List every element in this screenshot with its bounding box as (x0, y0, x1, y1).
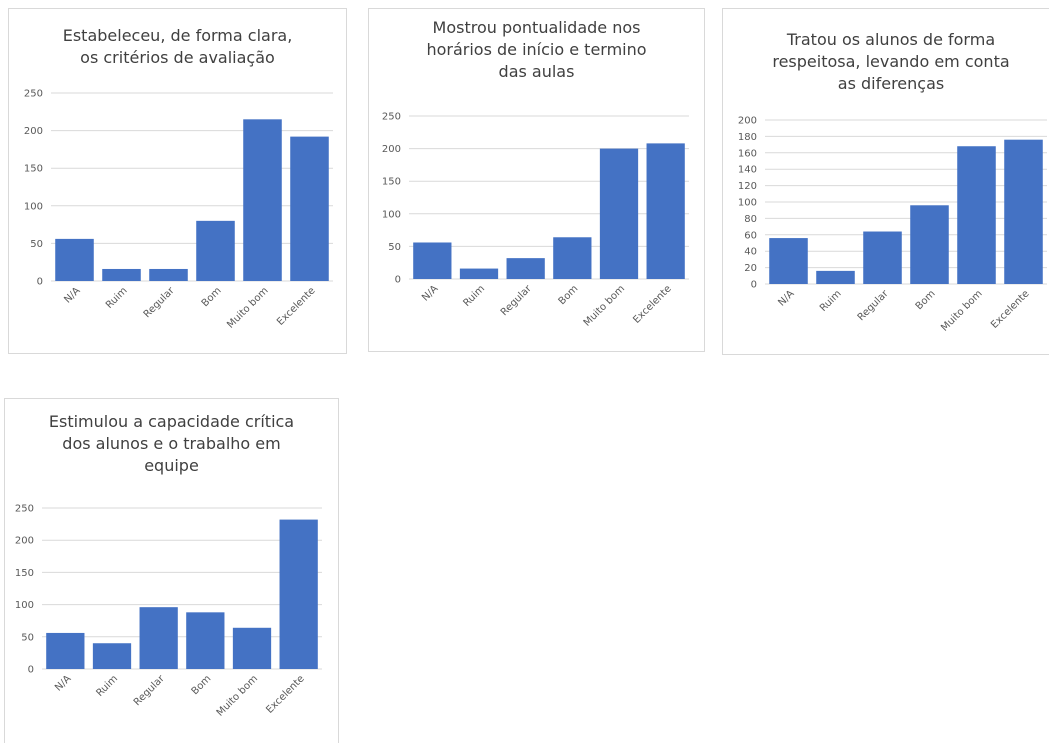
y-tick-label: 200 (15, 536, 34, 547)
x-tick-label: Excelente (631, 283, 673, 325)
y-tick-label: 100 (24, 201, 43, 212)
y-tick-label: 0 (751, 280, 757, 291)
bar (599, 148, 639, 279)
bar (957, 146, 996, 284)
bar (290, 136, 329, 281)
y-tick-label: 100 (15, 600, 34, 611)
bar (139, 607, 178, 669)
x-tick-label: Bom (557, 283, 581, 307)
chart-capacidade-critica: Estimulou a capacidade crítica dos aluno… (4, 398, 339, 743)
y-tick-label: 60 (744, 230, 757, 241)
chart-pontualidade: Mostrou pontualidade nos horários de iní… (368, 8, 705, 352)
x-tick-label: Ruim (461, 283, 487, 309)
y-tick-label: 0 (28, 665, 34, 676)
chart-title: Estabeleceu, de forma clara, os critério… (62, 26, 293, 67)
y-tick-label: 50 (388, 242, 401, 253)
x-tick-label: Excelente (989, 288, 1031, 330)
bar (769, 238, 808, 284)
x-tick-label: Regular (856, 288, 892, 324)
bar (553, 237, 592, 279)
y-tick-label: 180 (738, 132, 757, 143)
x-tick-label: Regular (499, 283, 535, 319)
chart-title: Estimulou a capacidade crítica dos aluno… (48, 412, 295, 475)
chart-plot: 0 50 100 150 200 250 N/A Ruim Regular Bom Muito bo… (382, 112, 689, 329)
x-tick-label: Ruim (94, 673, 120, 699)
x-tick-label: Muito bom (225, 285, 270, 330)
x-tick-label: N/A (62, 285, 82, 305)
bar (46, 632, 85, 669)
x-tick-label: Muito bom (939, 288, 984, 333)
y-tick-label: 100 (738, 198, 757, 209)
x-tick-label: Muito bom (215, 673, 260, 718)
y-tick-label: 150 (24, 164, 43, 175)
x-tick-label: N/A (53, 673, 73, 693)
y-tick-label: 0 (395, 275, 401, 286)
chart-criterios-avaliacao: Estabeleceu, de forma clara, os critério… (8, 8, 347, 354)
y-tick-label: 250 (15, 504, 34, 515)
bar (55, 238, 94, 281)
x-tick-label: Excelente (275, 285, 317, 327)
bar (186, 612, 225, 669)
bar (243, 119, 282, 281)
bar (910, 205, 949, 284)
bar (816, 270, 855, 284)
y-tick-label: 250 (24, 89, 43, 100)
bar (413, 242, 452, 279)
bar (92, 643, 132, 669)
y-tick-label: 0 (37, 277, 43, 288)
chart-title: Mostrou pontualidade nos horários de iní… (426, 18, 647, 81)
x-tick-label: Excelente (264, 673, 306, 715)
y-tick-label: 20 (744, 263, 757, 274)
x-tick-label: Regular (132, 673, 168, 709)
x-tick-label: N/A (776, 288, 796, 308)
x-tick-label: Ruim (104, 285, 130, 311)
bar (1004, 139, 1043, 284)
y-tick-label: 150 (382, 177, 401, 188)
x-tick-label: Ruim (818, 288, 844, 314)
bar (459, 268, 499, 279)
y-tick-label: 40 (744, 247, 757, 258)
bar (506, 258, 545, 279)
y-tick-label: 100 (382, 209, 401, 220)
y-tick-label: 160 (738, 148, 757, 159)
y-tick-label: 120 (738, 181, 757, 192)
bar (279, 519, 318, 669)
bar (102, 268, 141, 281)
y-tick-label: 200 (382, 144, 401, 155)
chart-plot: 0 20 40 60 80 100 120 140 160 180 200 N/A Ruim Regula… (738, 116, 1047, 334)
bar (646, 143, 685, 279)
x-tick-label: Bom (914, 288, 938, 312)
x-tick-label: Regular (142, 285, 178, 321)
y-tick-label: 200 (738, 116, 757, 127)
y-tick-label: 50 (30, 239, 43, 250)
bar (149, 268, 188, 281)
chart-plot: 0 50 100 150 200 250 N/A Ruim Regular Bom Muito bo… (24, 89, 333, 331)
bar (196, 220, 235, 281)
x-tick-label: Bom (200, 285, 224, 309)
bar (232, 627, 272, 669)
chart-plot: 0 50 100 150 200 250 N/A Ruim Regular Bom Muito bo… (15, 504, 322, 719)
x-tick-label: Muito bom (582, 283, 627, 328)
chart-title: Tratou os alunos de forma respeitosa, le… (772, 30, 1010, 93)
bar (863, 231, 902, 284)
x-tick-label: N/A (420, 283, 440, 303)
y-tick-label: 250 (382, 112, 401, 123)
y-tick-label: 140 (738, 165, 757, 176)
chart-respeito: Tratou os alunos de forma respeitosa, le… (722, 8, 1049, 355)
y-tick-label: 200 (24, 126, 43, 137)
x-tick-label: Bom (190, 673, 214, 697)
y-tick-label: 150 (15, 568, 34, 579)
y-tick-label: 80 (744, 214, 757, 225)
y-tick-label: 50 (21, 632, 34, 643)
